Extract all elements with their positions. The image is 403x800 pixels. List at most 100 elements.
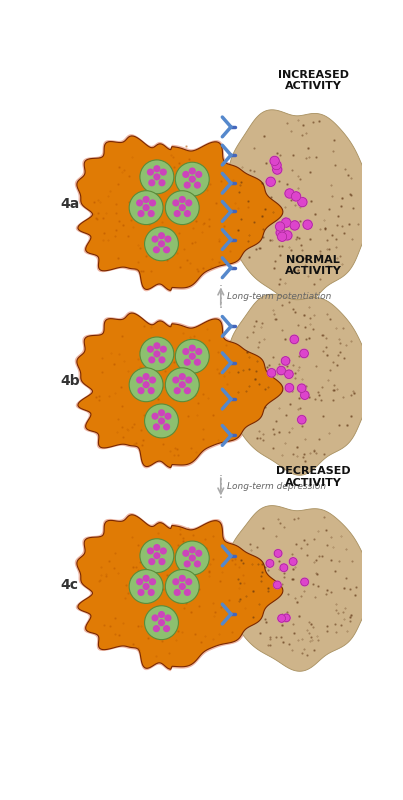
Circle shape xyxy=(189,346,195,351)
Circle shape xyxy=(147,346,153,352)
Circle shape xyxy=(159,410,164,416)
Circle shape xyxy=(285,189,294,198)
Circle shape xyxy=(270,156,279,166)
Circle shape xyxy=(165,190,199,225)
Circle shape xyxy=(179,584,185,590)
Circle shape xyxy=(189,354,195,359)
Polygon shape xyxy=(77,136,283,290)
Circle shape xyxy=(160,548,166,554)
Circle shape xyxy=(186,579,191,585)
Circle shape xyxy=(149,357,155,362)
Circle shape xyxy=(143,575,149,582)
Circle shape xyxy=(140,160,174,194)
Circle shape xyxy=(159,241,164,246)
Circle shape xyxy=(272,165,282,174)
Circle shape xyxy=(195,359,200,365)
Circle shape xyxy=(189,176,195,182)
Circle shape xyxy=(143,374,149,379)
Circle shape xyxy=(160,346,166,352)
Circle shape xyxy=(154,626,159,631)
Circle shape xyxy=(152,615,158,621)
Circle shape xyxy=(301,578,308,586)
Circle shape xyxy=(165,414,171,419)
Circle shape xyxy=(165,236,171,242)
Circle shape xyxy=(196,349,202,354)
Circle shape xyxy=(266,177,275,186)
Circle shape xyxy=(173,200,179,206)
Circle shape xyxy=(278,614,285,622)
Circle shape xyxy=(179,205,185,210)
Circle shape xyxy=(147,548,153,554)
Circle shape xyxy=(148,590,154,595)
Circle shape xyxy=(297,415,306,424)
Circle shape xyxy=(154,424,159,430)
Circle shape xyxy=(137,377,143,383)
Circle shape xyxy=(301,391,309,399)
Circle shape xyxy=(173,579,179,585)
Circle shape xyxy=(272,161,281,170)
Polygon shape xyxy=(229,294,373,475)
Circle shape xyxy=(165,570,199,603)
Text: Long-term depression: Long-term depression xyxy=(227,482,326,491)
Circle shape xyxy=(154,174,160,180)
Circle shape xyxy=(179,374,185,379)
Circle shape xyxy=(267,369,276,377)
Circle shape xyxy=(283,614,290,622)
Circle shape xyxy=(175,541,209,575)
Circle shape xyxy=(137,200,143,206)
Circle shape xyxy=(179,382,185,388)
Circle shape xyxy=(159,612,164,618)
Circle shape xyxy=(189,555,195,561)
Circle shape xyxy=(175,339,209,373)
Circle shape xyxy=(159,620,164,626)
Circle shape xyxy=(165,368,199,402)
Polygon shape xyxy=(229,506,373,671)
Circle shape xyxy=(300,350,308,358)
Circle shape xyxy=(277,366,285,374)
Circle shape xyxy=(154,343,160,349)
Circle shape xyxy=(138,388,144,394)
Circle shape xyxy=(183,550,189,556)
Circle shape xyxy=(159,418,164,424)
Circle shape xyxy=(143,584,149,590)
Circle shape xyxy=(290,221,299,230)
Circle shape xyxy=(179,197,185,202)
Circle shape xyxy=(174,210,180,217)
Circle shape xyxy=(276,228,285,238)
Circle shape xyxy=(185,388,190,394)
Circle shape xyxy=(148,210,154,217)
Circle shape xyxy=(150,200,156,206)
Circle shape xyxy=(159,233,164,238)
Text: NORMAL
ACTIVITY: NORMAL ACTIVITY xyxy=(285,254,342,276)
Text: 4b: 4b xyxy=(60,374,80,388)
Polygon shape xyxy=(75,134,285,292)
Circle shape xyxy=(143,197,149,202)
Circle shape xyxy=(183,171,189,178)
Text: Long-term potentiation: Long-term potentiation xyxy=(227,292,331,301)
Circle shape xyxy=(179,575,185,582)
Circle shape xyxy=(174,388,180,394)
Circle shape xyxy=(164,424,169,430)
Circle shape xyxy=(274,550,282,558)
Circle shape xyxy=(138,210,144,217)
Circle shape xyxy=(129,190,163,225)
Circle shape xyxy=(291,192,301,201)
Circle shape xyxy=(184,359,190,365)
Circle shape xyxy=(150,377,156,383)
Circle shape xyxy=(184,182,190,188)
Polygon shape xyxy=(229,110,373,306)
Circle shape xyxy=(285,370,293,378)
Text: INCREASED
ACTIVITY: INCREASED ACTIVITY xyxy=(278,70,349,91)
Circle shape xyxy=(154,166,160,171)
Circle shape xyxy=(274,581,281,589)
Polygon shape xyxy=(75,311,285,470)
Circle shape xyxy=(129,570,163,603)
Circle shape xyxy=(196,171,202,178)
Polygon shape xyxy=(77,313,283,467)
Circle shape xyxy=(189,547,195,553)
Circle shape xyxy=(283,230,292,240)
Circle shape xyxy=(145,404,179,438)
Circle shape xyxy=(173,377,179,383)
Circle shape xyxy=(143,382,149,388)
Circle shape xyxy=(189,168,195,174)
